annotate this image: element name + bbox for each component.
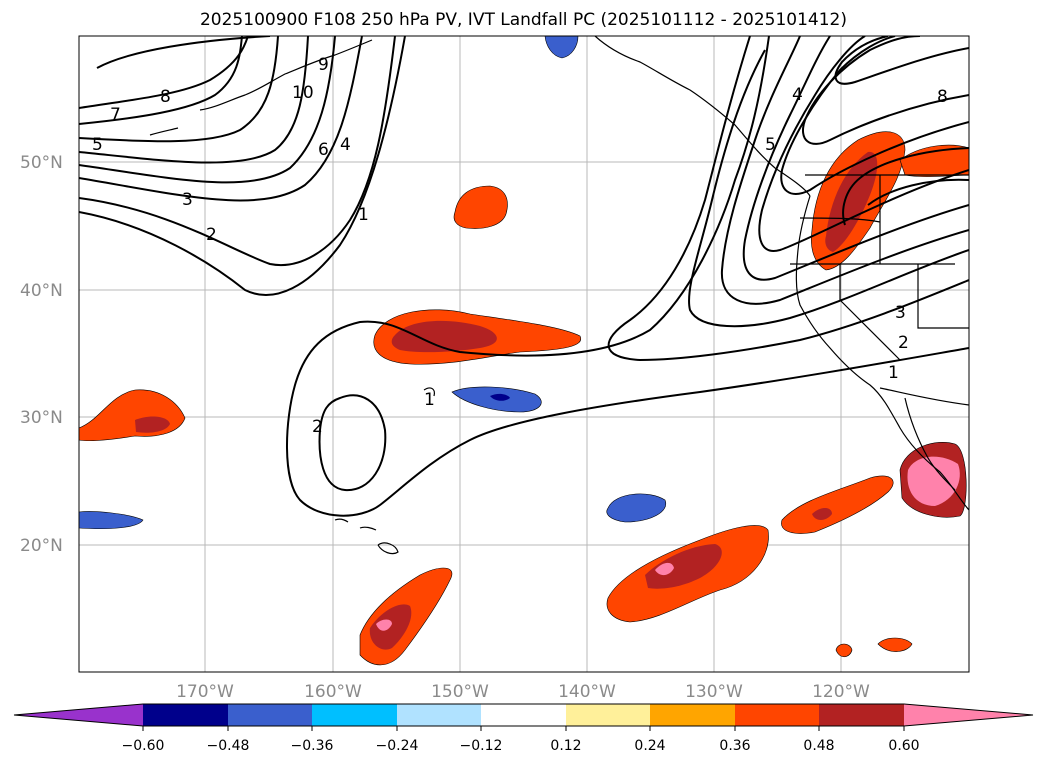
shade-blob-subtropical-core (645, 544, 722, 589)
map-frame (78, 35, 970, 673)
contour-label: 2 (312, 417, 323, 437)
colorbar-tick-label: −0.24 (376, 738, 419, 754)
colorbar-tick-label: 0.36 (719, 738, 750, 754)
contour-label: 9 (318, 55, 329, 75)
shade-blob-mexico-peak (907, 456, 960, 506)
contour-label: 2 (898, 333, 909, 353)
contour-label: 5 (92, 135, 103, 155)
shade-blob-ne-pacific (453, 185, 508, 229)
contour-label: 6 (318, 140, 329, 160)
contour-label: 8 (937, 87, 948, 107)
lon-label: 120°W (812, 682, 870, 702)
shade-blob-west-core (135, 416, 170, 433)
kamchatka-fragment (149, 127, 179, 136)
shade-neg-gulf-alaska (544, 36, 579, 59)
shade-blob-small-b (877, 637, 913, 652)
shade-blob-hawaii-core (369, 604, 412, 650)
longitude-labels: 170°W 160°W 150°W 140°W 130°W 120°W (176, 682, 870, 702)
shade-blob-pnw-core (825, 151, 878, 252)
shade-blob-subtropical-peak (655, 562, 674, 576)
contour-label: 1 (424, 390, 435, 410)
colorbar-segment (143, 704, 228, 726)
colorbar-segment (566, 704, 650, 726)
contour-label: 4 (792, 85, 803, 105)
pv-contours (79, 36, 969, 517)
aleutians (199, 39, 373, 111)
contour-2-cutoff (318, 394, 387, 492)
colorbar-segment (397, 704, 481, 726)
coast-alaska (594, 36, 811, 197)
colorbar: −0.60 −0.48 −0.36 −0.24 −0.12 0.12 0.24 … (13, 703, 1034, 754)
colorbar-tick-label: −0.36 (291, 738, 334, 754)
shade-blob-central-core (391, 320, 497, 353)
lon-label: 160°W (304, 682, 362, 702)
colorbar-extend-negative (14, 704, 143, 726)
lat-label: 30°N (20, 408, 63, 428)
contour-1-main (286, 36, 969, 517)
map-area (79, 36, 969, 672)
map-title: 2025100900 F108 250 hPa PV, IVT Landfall… (199, 10, 847, 30)
shade-blob-northern-rockies (899, 144, 969, 177)
colorbar-tick-label: 0.60 (888, 738, 919, 754)
border-us-mexico (879, 387, 969, 406)
contour-label: 3 (895, 303, 906, 323)
shade-blob-baja-band-core (812, 508, 832, 520)
colorbar-tick-label: 0.24 (634, 738, 665, 754)
hawaii-islands (334, 518, 399, 555)
colorbar-segment (735, 704, 819, 726)
contour-label: 2 (206, 225, 217, 245)
shade-neg-west (79, 511, 144, 530)
shade-blob-small-a (835, 643, 853, 658)
lon-label: 150°W (431, 682, 489, 702)
colorbar-tick-label: −0.60 (122, 738, 165, 754)
colorbar-segment (312, 704, 397, 726)
ivt-positive-anomalies (79, 131, 969, 666)
graticule (79, 36, 969, 672)
shade-blob-baja-band (781, 475, 894, 534)
shade-neg-subtropical (606, 493, 667, 523)
state-line-az (917, 264, 969, 329)
contour-label: 1 (358, 205, 369, 225)
lon-label: 140°W (558, 682, 616, 702)
colorbar-segment (481, 704, 566, 726)
lon-label: 130°W (685, 682, 743, 702)
contour-labels: 8 7 5 3 2 10 9 6 4 1 2 1 5 4 8 3 2 1 (92, 55, 948, 437)
shade-neg-central-core (490, 393, 510, 401)
colorbar-tick-label: 0.48 (803, 738, 834, 754)
latitude-labels: 50°N 40°N 30°N 20°N (20, 153, 63, 556)
colorbar-ticks (142, 726, 905, 731)
colorbar-tick-label: 0.12 (550, 738, 581, 754)
contour-label: 4 (340, 135, 351, 155)
contour-label: 7 (110, 105, 121, 125)
shade-blob-hawaii-peak (376, 619, 392, 631)
contour-label: 1 (888, 363, 899, 383)
coast-baja (904, 397, 956, 491)
island-mid-pacific (423, 387, 435, 397)
contour-label: 3 (182, 190, 193, 210)
contour-label: 10 (292, 83, 314, 103)
colorbar-tick-label: −0.48 (207, 738, 250, 754)
ivt-negative-anomalies (79, 36, 667, 530)
lon-label: 170°W (176, 682, 234, 702)
lat-label: 40°N (20, 281, 63, 301)
colorbar-tick-label: −0.12 (460, 738, 503, 754)
lat-label: 50°N (20, 153, 63, 173)
colorbar-extend-positive (904, 704, 1033, 726)
contour-label: 5 (765, 135, 776, 155)
colorbar-segment (650, 704, 735, 726)
contour-label: 8 (160, 87, 171, 107)
lat-label: 20°N (20, 536, 63, 556)
colorbar-segment (228, 704, 312, 726)
colorbar-segment (819, 704, 904, 726)
